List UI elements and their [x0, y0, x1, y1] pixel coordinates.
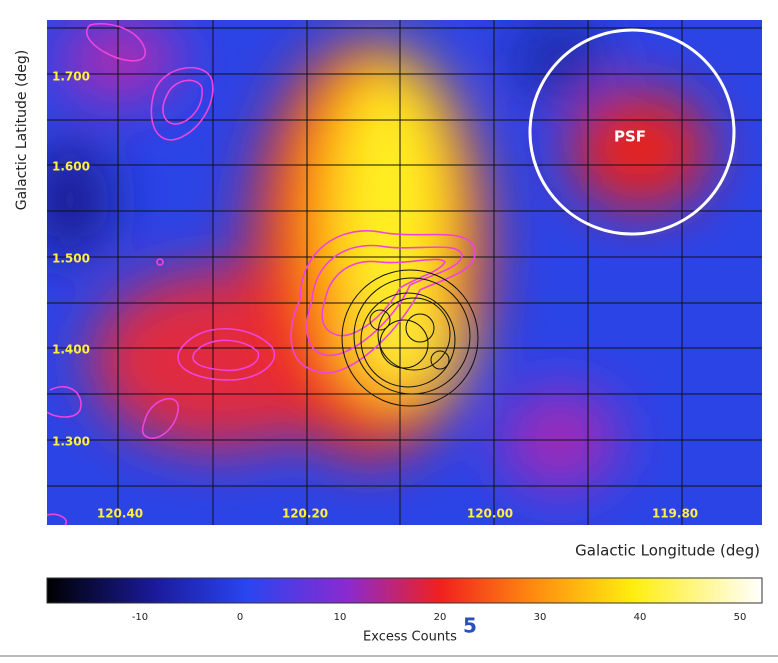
colorbar-tick-label: 40 — [634, 612, 647, 623]
y-tick-label: 1.500 — [52, 252, 90, 266]
x-axis-label: Galactic Longitude (deg) — [575, 542, 760, 560]
x-tick-label: 120.40 — [97, 507, 143, 521]
colorbar-label: Excess Counts — [363, 630, 457, 645]
sky-map: PSF 1.700 1.600 1.500 1.400 1.300 120.40… — [30, 20, 762, 525]
y-tick-label: 1.700 — [52, 70, 90, 84]
page-number: 5 — [463, 614, 477, 638]
colorbar-tick-label: 20 — [434, 612, 447, 623]
colorbar — [47, 578, 762, 603]
colorbar-tick-label: 50 — [734, 612, 747, 623]
y-tick-label: 1.400 — [52, 343, 90, 357]
x-tick-label: 120.00 — [467, 507, 513, 521]
y-tick-label: 1.600 — [52, 160, 90, 174]
colorbar-tick-label: 30 — [534, 612, 547, 623]
colorbar-tick-label: -10 — [132, 612, 148, 623]
colorbar-ticks: -10 0 10 20 30 40 50 — [132, 612, 747, 623]
x-tick-label: 119.80 — [652, 507, 698, 521]
x-tick-label: 120.20 — [282, 507, 328, 521]
psf-label: PSF — [614, 128, 646, 146]
figure: PSF 1.700 1.600 1.500 1.400 1.300 120.40… — [0, 0, 778, 659]
y-tick-label: 1.300 — [52, 435, 90, 449]
y-axis-label: Galactic Latitude (deg) — [14, 50, 30, 211]
colorbar-tick-label: 10 — [334, 612, 347, 623]
colorbar-tick-label: 0 — [237, 612, 243, 623]
